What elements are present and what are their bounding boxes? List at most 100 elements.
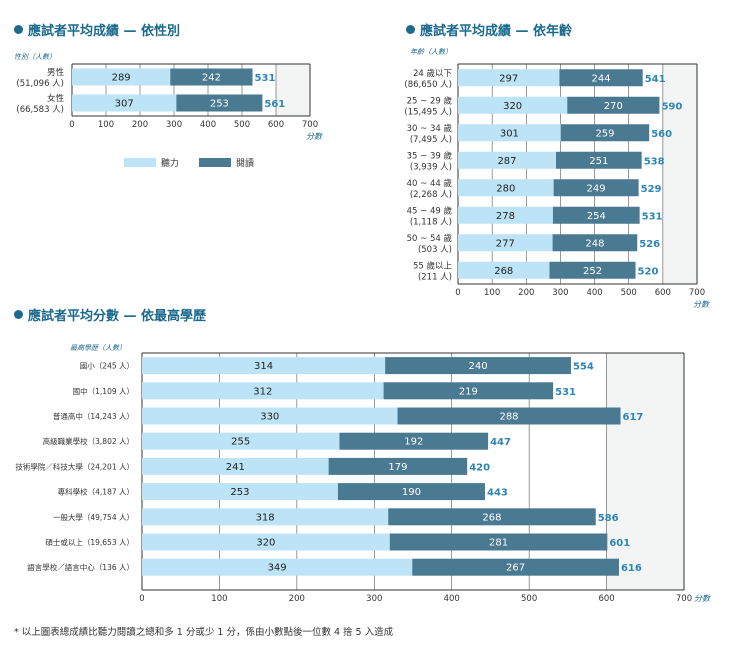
age-label-total: 560	[651, 129, 672, 140]
age-label-total: 590	[661, 101, 682, 112]
age-label-listening: 287	[497, 156, 516, 167]
age-bar-listening	[458, 151, 556, 169]
edu-label-reading: 267	[506, 563, 525, 574]
edu-label-reading: 192	[404, 437, 423, 448]
edu-label-total: 586	[598, 513, 619, 524]
edu-tick-label: 700	[676, 594, 692, 604]
edu-bar-listening	[142, 357, 386, 375]
age-bar-reading	[552, 206, 640, 224]
age-label-reading: 259	[595, 128, 614, 139]
age-category-count: (211 人)	[418, 272, 452, 282]
bullet-icon	[14, 310, 23, 319]
age-category-label: 50 ~ 54 歲	[407, 233, 453, 244]
gender-category-title: 性別（人數）	[14, 53, 56, 61]
age-label-listening: 268	[494, 266, 513, 277]
bullet-icon	[406, 25, 415, 34]
edu-category-label: 語言學校／語言中心（136 人）	[27, 562, 134, 572]
age-label-reading: 248	[585, 238, 604, 249]
age-category-label: 35 ~ 39 歲	[407, 150, 453, 161]
edu-label-total: 443	[487, 488, 508, 499]
age-label-reading: 244	[592, 73, 611, 84]
edu-label-reading: 240	[468, 361, 487, 372]
gender-chart-title-text: 應試者平均成績 — 依性別	[28, 24, 181, 39]
edu-label-total: 617	[623, 412, 644, 423]
age-label-total: 529	[641, 184, 662, 195]
edu-category-label: 國小（245 人）	[80, 362, 134, 371]
edu-label-total: 447	[490, 437, 511, 448]
edu-bar-listening	[142, 558, 413, 576]
edu-label-listening: 349	[268, 563, 287, 574]
gender-label-reading: 253	[210, 99, 229, 110]
age-axis-unit: 分數	[693, 300, 710, 309]
edu-bar-listening	[142, 432, 340, 450]
edu-label-listening: 330	[260, 412, 279, 423]
gender-label-listening: 289	[112, 73, 131, 84]
legend: 聽力 閱讀	[124, 156, 254, 169]
age-tick-label: 200	[518, 288, 534, 298]
edu-label-reading: 190	[402, 487, 421, 498]
edu-bar-reading	[383, 382, 554, 400]
edu-bar-listening	[142, 483, 338, 501]
age-category-count: (2,268 人)	[410, 190, 452, 200]
edu-bar-reading	[328, 457, 468, 475]
age-category-label: 40 ~ 44 歲	[407, 178, 453, 189]
age-bar-listening	[458, 124, 561, 142]
age-chart-title-text: 應試者平均成績 — 依年齡	[420, 24, 573, 39]
edu-tick-label: 600	[598, 594, 614, 604]
edu-tick-label: 100	[211, 594, 227, 604]
gender-category-count: (51,096 人)	[16, 79, 64, 89]
gender-category-count: (66,583 人)	[16, 105, 64, 115]
age-category-count: (86,650 人)	[404, 80, 452, 90]
edu-bar-reading	[389, 533, 608, 551]
edu-category-label: 普通高中（14,243 人）	[53, 411, 134, 421]
age-bar-listening	[458, 179, 554, 197]
age-tick-label: 100	[484, 288, 500, 298]
age-label-total: 526	[639, 239, 660, 250]
age-label-total: 531	[642, 211, 663, 222]
gender-bar-reading	[176, 94, 263, 112]
edu-label-reading: 268	[482, 512, 501, 523]
age-label-listening: 278	[496, 211, 515, 222]
gender-label-listening: 307	[115, 99, 134, 110]
age-bar-reading	[553, 179, 639, 197]
age-bar-listening	[458, 261, 550, 279]
edu-bar-reading	[385, 357, 571, 375]
edu-tick-label: 0	[139, 594, 144, 604]
edu-bar-reading	[388, 508, 596, 526]
edu-bar-listening	[142, 407, 398, 425]
edu-chart-title-text: 應試者平均分數 — 依最高學歷	[28, 309, 207, 324]
age-chart-title: 應試者平均成績 — 依年齡	[406, 20, 572, 39]
age-category-count: (3,939 人)	[410, 162, 452, 172]
legend-swatch-listening	[124, 158, 156, 167]
age-bar-listening	[458, 96, 568, 114]
edu-label-total: 601	[609, 538, 630, 549]
gender-tick-label: 200	[132, 120, 148, 130]
age-label-total: 538	[644, 156, 665, 167]
gender-bar-listening	[72, 68, 171, 86]
edu-label-listening: 241	[226, 462, 245, 473]
edu-chart-title: 應試者平均分數 — 依最高學歷	[14, 305, 206, 324]
edu-label-listening: 314	[254, 361, 273, 372]
edu-label-reading: 179	[388, 462, 407, 473]
age-label-listening: 277	[496, 238, 515, 249]
edu-category-label: 專科學校（4,187 人）	[58, 487, 134, 497]
age-label-reading: 270	[604, 101, 623, 112]
age-tick-label: 300	[552, 288, 568, 298]
edu-bar-listening	[142, 457, 329, 475]
age-label-reading: 249	[587, 183, 606, 194]
gender-label-reading: 242	[202, 73, 221, 84]
gender-tick-label: 500	[234, 120, 250, 130]
gender-tick-label: 0	[69, 120, 74, 130]
legend-item-listening: 聽力	[124, 156, 179, 169]
edu-bar-reading	[412, 558, 619, 576]
age-category-count: (503 人)	[418, 245, 452, 255]
age-bar-reading	[555, 151, 642, 169]
age-category-count: (7,495 人)	[410, 135, 452, 145]
age-bar-listening	[458, 234, 553, 252]
legend-label-listening: 聽力	[161, 159, 180, 169]
age-label-listening: 320	[503, 101, 522, 112]
age-label-reading: 251	[589, 156, 608, 167]
edu-axis-unit: 分數	[694, 594, 711, 603]
legend-label-reading: 閱讀	[236, 159, 255, 169]
